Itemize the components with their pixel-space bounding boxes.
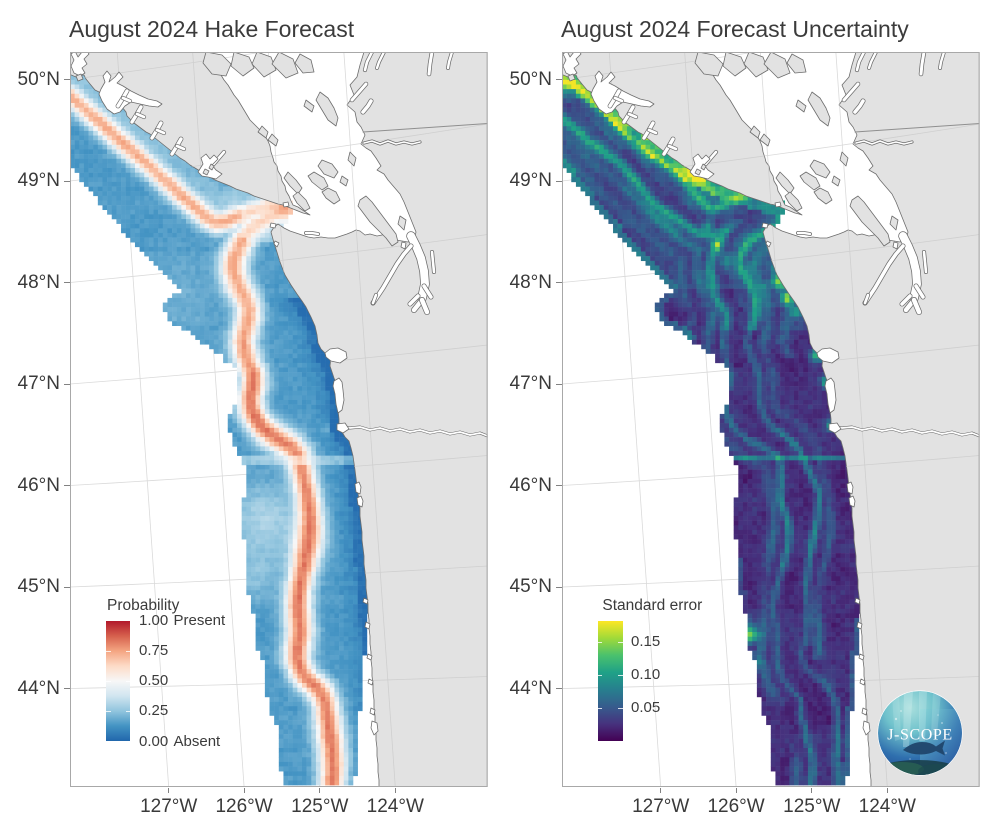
- y-axis-tick: [64, 282, 70, 283]
- y-axis-tick: [556, 282, 562, 283]
- fish-icon: [903, 740, 945, 756]
- y-axis-tick: [556, 688, 562, 689]
- y-axis-tick: [556, 383, 562, 385]
- x-axis-label-125°W: 125°W: [291, 796, 349, 817]
- y-axis-label-46°N: 46°N: [17, 474, 60, 496]
- jscope-logo: J-SCOPE: [877, 690, 963, 776]
- x-axis-label-127°W: 127°W: [140, 796, 198, 817]
- y-axis-tick: [64, 180, 70, 182]
- x-axis-tick: [319, 787, 321, 793]
- x-axis-tick: [394, 787, 396, 793]
- colorbar-tick: [125, 650, 130, 652]
- legend-label-1.00: 1.00: [139, 612, 169, 629]
- light-ray-icon: [903, 691, 913, 747]
- legend-label-Absent: Absent: [173, 732, 221, 750]
- legend-label-0.50: 0.50: [139, 672, 169, 690]
- colorbar-tick: [597, 674, 603, 676]
- colorbar-tick: [106, 680, 111, 682]
- x-axis-label-124°W: 124°W: [858, 796, 916, 817]
- legend-label-0.10: 0.10: [631, 666, 661, 684]
- y-axis-label-45°N: 45°N: [509, 576, 552, 597]
- y-axis-label-44°N: 44°N: [509, 677, 552, 699]
- legend-colorbar-1: [597, 621, 623, 741]
- y-axis-tick: [556, 180, 562, 182]
- y-axis-label-48°N: 48°N: [17, 271, 60, 293]
- x-axis-label-124°W: 124°W: [366, 796, 424, 817]
- x-axis-label-126°W: 126°W: [215, 796, 273, 817]
- legend-title-1: Standard error: [602, 597, 703, 614]
- y-axis-label-50°N: 50°N: [509, 68, 552, 90]
- y-axis-tick: [64, 485, 70, 486]
- legend-title-0: Probability: [107, 597, 180, 614]
- colorbar-tick: [597, 707, 603, 709]
- y-axis-tick: [64, 383, 70, 385]
- x-axis-tick: [660, 787, 662, 793]
- legend-label-0.25: 0.25: [139, 702, 169, 720]
- x-axis-tick: [886, 787, 888, 793]
- y-axis-label-46°N: 46°N: [509, 474, 552, 496]
- colorbar-tick: [106, 650, 111, 652]
- legend-label-Present: Present: [173, 612, 226, 629]
- panel-title-uncertainty: August 2024 Forecast Uncertainty: [561, 16, 909, 42]
- y-axis-label-47°N: 47°N: [17, 373, 60, 394]
- x-axis-tick: [811, 787, 813, 793]
- y-axis-label-47°N: 47°N: [509, 373, 552, 394]
- legend-label-0.05: 0.05: [631, 699, 661, 717]
- colorbar-tick: [125, 710, 130, 712]
- legend-label-0.75: 0.75: [139, 642, 169, 660]
- x-axis-tick: [243, 787, 245, 793]
- x-axis-label-127°W: 127°W: [632, 796, 690, 817]
- legend-label-0.15: 0.15: [631, 633, 661, 651]
- panel-title-forecast: August 2024 Hake Forecast: [69, 16, 355, 42]
- y-axis-tick: [64, 688, 70, 689]
- y-axis-label-49°N: 49°N: [509, 170, 552, 191]
- y-axis-tick: [64, 79, 70, 80]
- colorbar-tick: [618, 674, 623, 676]
- x-axis-label-126°W: 126°W: [707, 796, 765, 817]
- colorbar-tick: [618, 641, 623, 643]
- y-axis-tick: [556, 586, 562, 588]
- y-axis-label-45°N: 45°N: [17, 576, 60, 597]
- colorbar-tick: [618, 707, 623, 709]
- y-axis-tick: [556, 485, 562, 486]
- bubble-icon: [894, 717, 898, 721]
- y-axis-tick: [556, 79, 562, 80]
- y-axis-label-48°N: 48°N: [509, 271, 552, 293]
- y-axis-tick: [64, 586, 70, 588]
- y-axis-label-44°N: 44°N: [17, 677, 60, 699]
- colorbar-tick: [106, 710, 111, 712]
- jscope-logo-text: J-SCOPE: [887, 727, 953, 744]
- legend-label-0.00: 0.00: [139, 732, 169, 750]
- y-axis-label-50°N: 50°N: [17, 68, 60, 90]
- y-axis-label-49°N: 49°N: [17, 170, 60, 191]
- colorbar-tick: [125, 680, 130, 682]
- x-axis-tick: [168, 787, 170, 793]
- colorbar-tick: [597, 641, 603, 643]
- x-axis-tick: [735, 787, 737, 793]
- x-axis-label-125°W: 125°W: [783, 796, 841, 817]
